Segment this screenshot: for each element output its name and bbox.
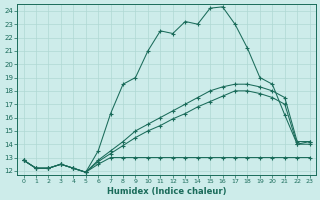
X-axis label: Humidex (Indice chaleur): Humidex (Indice chaleur) (107, 187, 226, 196)
